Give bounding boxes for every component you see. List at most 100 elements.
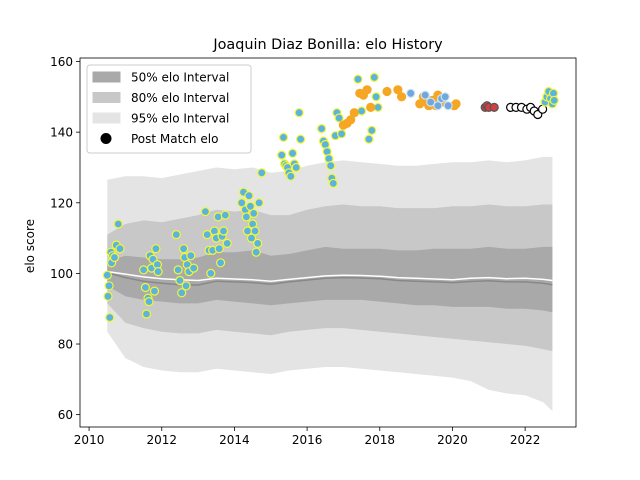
data-point-stage1	[294, 108, 304, 118]
legend-swatch-band50	[92, 71, 121, 83]
data-point-stage1	[173, 265, 183, 275]
data-point-stage1	[104, 281, 114, 291]
x-tick-label: 2020	[437, 433, 468, 447]
y-tick-label: 140	[50, 126, 73, 140]
data-point-stage1	[337, 129, 347, 139]
data-point-stage1	[153, 267, 163, 277]
x-tick-label: 2014	[219, 433, 250, 447]
data-point-stage1	[202, 230, 212, 240]
data-point-stage2	[451, 99, 461, 109]
data-point-stage1	[181, 281, 191, 291]
y-axis-label: elo score	[23, 219, 37, 273]
data-point-stage1	[151, 244, 161, 254]
data-point-stage1	[237, 198, 247, 208]
x-tick-label: 2016	[292, 433, 323, 447]
data-point-stage1	[103, 291, 113, 301]
data-point-stage1	[144, 297, 154, 307]
data-point-stage2	[362, 85, 372, 95]
data-point-stage1	[250, 226, 260, 236]
data-point-stage1	[141, 309, 152, 319]
axes-frame	[79, 57, 577, 428]
data-point-stage4	[489, 102, 499, 113]
y-tick-label: 80	[58, 338, 73, 352]
data-point-stage2	[346, 115, 356, 125]
chart-title: Joaquin Diaz Bonilla: elo History	[212, 37, 443, 53]
x-tick-label: 2022	[510, 433, 541, 447]
data-point-stage1	[371, 92, 381, 102]
data-point-stage3	[440, 92, 450, 102]
data-point-stage1	[241, 212, 251, 222]
data-point-stage1	[115, 244, 125, 254]
data-point-stage1	[175, 275, 185, 286]
data-point-stage1	[200, 207, 210, 217]
data-point-stage1	[369, 72, 379, 83]
data-point-stage1	[179, 244, 189, 254]
data-point-stage1	[218, 226, 229, 236]
data-point-stage3	[433, 101, 443, 111]
data-point-stage1	[277, 150, 287, 160]
data-point-stage1	[249, 208, 259, 218]
data-point-stage1	[353, 74, 363, 84]
data-point-stage1	[189, 263, 199, 273]
data-point-stage1	[251, 247, 261, 257]
data-point-stage2	[393, 85, 403, 95]
data-point-stage1	[291, 162, 301, 173]
data-point-stage1	[222, 238, 232, 248]
data-point-stage1	[214, 244, 224, 254]
data-point-stage1	[102, 270, 112, 280]
data-point-stage1	[288, 148, 298, 158]
y-tick-label: 100	[50, 267, 73, 281]
legend-swatch-band80	[92, 92, 121, 103]
data-point-stage2	[382, 86, 392, 97]
data-point-stage1	[254, 198, 264, 208]
data-point-stage2	[366, 102, 376, 113]
data-point-stage1	[206, 268, 216, 278]
legend-label: 80% elo Interval	[131, 91, 229, 105]
data-point-stage1	[326, 161, 336, 171]
data-point-stage1	[171, 230, 181, 240]
data-point-stage1	[357, 106, 367, 116]
y-tick-label: 120	[50, 196, 73, 210]
data-point-stage1	[105, 312, 115, 323]
plot-area	[102, 72, 559, 412]
data-point-stage1	[367, 125, 377, 135]
data-point-stage1	[257, 168, 267, 178]
legend-swatch-band95	[92, 112, 121, 124]
legend-box	[86, 64, 252, 154]
data-point-stage1	[244, 191, 254, 201]
data-point-stage1	[109, 252, 120, 263]
data-point-stage6	[549, 95, 559, 106]
data-point-stage1	[253, 238, 263, 248]
x-tick-label: 2010	[74, 433, 105, 447]
y-tick-label: 160	[50, 55, 73, 69]
data-point-stage3	[426, 97, 436, 107]
y-tick-label: 60	[58, 408, 73, 422]
data-point-stage1	[278, 132, 289, 142]
data-point-stage1	[317, 124, 327, 134]
x-tick-label: 2018	[365, 433, 396, 447]
data-point-stage1	[364, 134, 374, 144]
legend: 50% elo Interval 80% elo Interval 95% elo …	[86, 64, 252, 154]
legend-label: 50% elo Interval	[131, 71, 229, 85]
data-point-stage2	[397, 92, 407, 102]
legend-label: Post Match elo	[131, 132, 218, 146]
data-point-stage1	[140, 282, 150, 293]
x-tick-label: 2012	[146, 433, 177, 447]
data-point-stage1	[246, 233, 257, 243]
data-point-stage1	[113, 219, 123, 229]
data-point-stage1	[328, 178, 338, 188]
data-point-stage1	[139, 265, 149, 275]
data-point-stage1	[186, 251, 196, 261]
data-point-stage1	[334, 113, 344, 123]
data-point-stage3	[420, 90, 430, 100]
legend-label: 95% elo Interval	[131, 112, 229, 126]
data-point-stage3	[406, 88, 416, 98]
data-point-stage1	[216, 258, 226, 268]
data-point-stage1	[149, 286, 160, 296]
legend-marker-post-match	[100, 133, 112, 144]
data-point-stage1	[286, 171, 296, 181]
data-point-stage1	[220, 210, 230, 220]
data-point-stage1	[177, 288, 187, 298]
data-point-stage3	[443, 101, 453, 111]
